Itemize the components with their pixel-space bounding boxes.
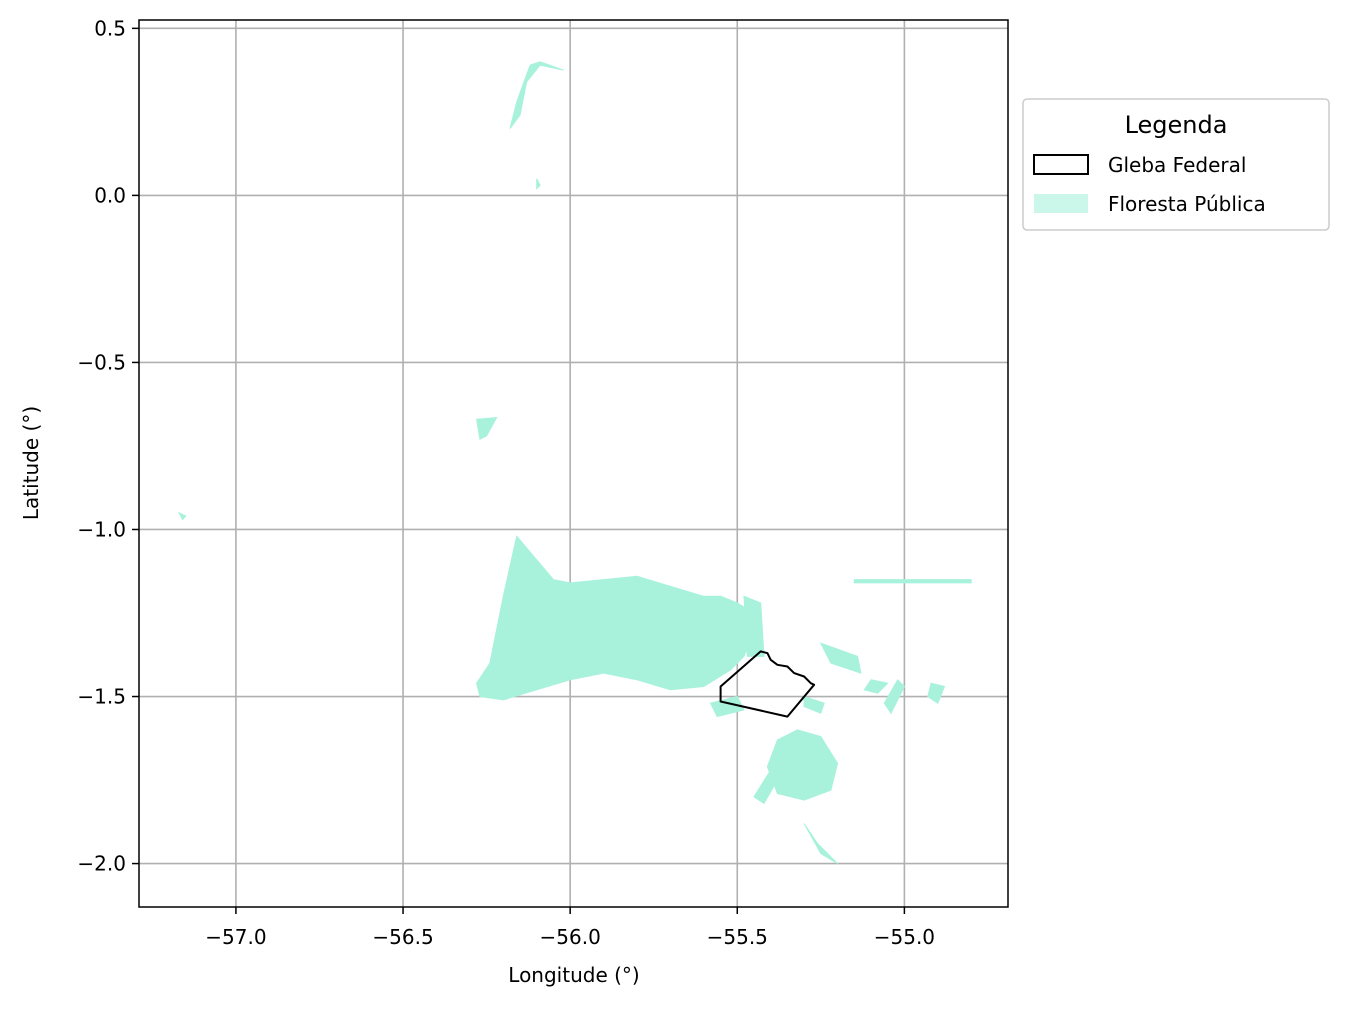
- floresta-publica-polygon: [743, 595, 765, 657]
- floresta-publica-polygon: [766, 729, 839, 801]
- legend-box: [1022, 98, 1330, 231]
- floresta-publica-polygon: [927, 682, 946, 704]
- floresta-publica-polygon: [883, 678, 906, 715]
- floresta-publica-polygon: [863, 679, 889, 694]
- floresta-publica-polygon: [819, 642, 862, 674]
- legend-label-floresta-publica: Floresta Pública: [1108, 192, 1266, 216]
- gleba-federal-layer: [719, 650, 816, 718]
- legend: Legenda Gleba Federal Floresta Pública: [1022, 98, 1330, 231]
- floresta-publica-polygon: [803, 695, 825, 714]
- y-tick-label: 0.5: [94, 16, 126, 40]
- floresta-publica-polygon: [476, 535, 755, 701]
- gleba-federal-polygon: [719, 650, 816, 718]
- x-axis-ticks: −57.0 −56.5 −56.0 −55.5 −55.0: [205, 907, 935, 949]
- floresta-publica-polygon: [536, 178, 541, 190]
- grid: [139, 20, 1008, 907]
- floresta-publica-layer: [177, 61, 972, 865]
- y-tick-label: −2.0: [77, 852, 126, 876]
- legend-label-gleba-federal: Gleba Federal: [1108, 153, 1246, 177]
- legend-swatch-floresta-publica: [1034, 194, 1088, 213]
- floresta-publica-polygon: [803, 823, 838, 865]
- x-axis-label: Longitude (°): [508, 963, 639, 987]
- legend-title: Legenda: [1125, 111, 1228, 139]
- x-tick-label: −56.5: [372, 925, 433, 949]
- y-tick-label: −1.5: [77, 685, 126, 709]
- x-tick-label: −57.0: [205, 925, 266, 949]
- plot-frame: [138, 19, 1009, 908]
- floresta-publica-polygon: [476, 417, 498, 441]
- floresta-publica-polygon: [509, 61, 564, 129]
- y-tick-label: −0.5: [77, 350, 126, 374]
- x-tick-label: −56.0: [540, 925, 601, 949]
- y-tick-label: −1.0: [77, 517, 126, 541]
- y-axis-ticks: 0.5 0.0 −0.5 −1.0 −1.5 −2.0: [77, 16, 139, 876]
- y-axis-label: Latitude (°): [19, 406, 43, 520]
- x-tick-label: −55.5: [707, 925, 768, 949]
- legend-swatch-gleba-federal: [1033, 154, 1089, 175]
- y-tick-label: 0.0: [94, 183, 126, 207]
- floresta-publica-polygon: [853, 579, 972, 584]
- floresta-publica-polygon: [177, 511, 187, 521]
- floresta-publica-polygon: [753, 769, 778, 805]
- x-tick-label: −55.0: [874, 925, 935, 949]
